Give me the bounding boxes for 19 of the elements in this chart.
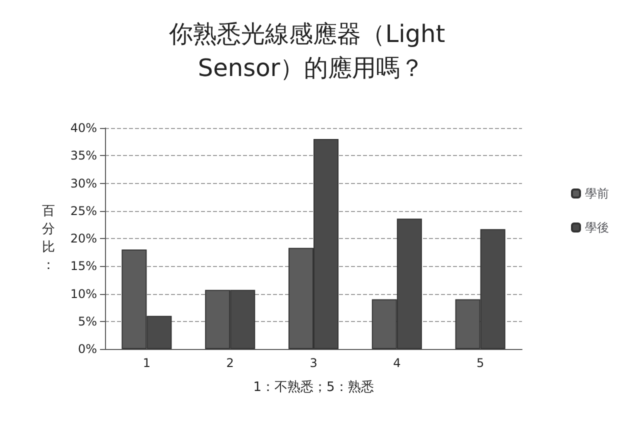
chart-title: 你熟悉光線感應器（Light Sensor）的應用嗎？ [168,20,453,82]
x-axis-title: 1：不熟悉；5：熟悉 [253,380,374,395]
y-tick-label: 0% [78,342,97,356]
x-tick-label: 3 [310,356,318,370]
y-tick-label: 15% [70,259,97,274]
y-tick-label: 20% [70,232,97,246]
y-tick-label: 5% [78,314,97,328]
x-tick-label: 1 [142,356,151,370]
y-tick-label: 25% [70,204,97,218]
y-tick-label: 40% [70,121,97,135]
y-tick-label: 10% [70,286,97,301]
y-tick-label: 30% [70,176,97,190]
x-tick-label: 5 [476,356,484,370]
x-tick-label: 2 [226,356,234,370]
x-tick-label: 4 [393,356,401,370]
y-tick-label: 35% [70,148,97,163]
y-axis-title: 百分比： [42,204,55,273]
legend-label: 學後 [585,220,609,234]
legend-label: 學前 [585,186,609,200]
